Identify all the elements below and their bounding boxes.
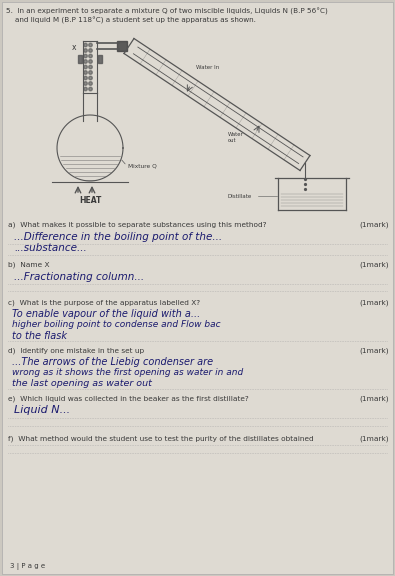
Circle shape [84,49,87,52]
Circle shape [89,43,92,47]
Text: wrong as it shows the first opening as water in and: wrong as it shows the first opening as w… [12,368,243,377]
Text: (1mark): (1mark) [359,347,389,354]
Text: ...The arrows of the Liebig condenser are: ...The arrows of the Liebig condenser ar… [12,357,213,367]
Bar [117,41,127,51]
Circle shape [89,71,92,74]
Text: ...Fractionating column...: ...Fractionating column... [14,272,144,282]
Text: to the flask: to the flask [12,331,67,341]
Text: ...Difference in the boiling point of the...: ...Difference in the boiling point of th… [14,232,222,242]
Circle shape [84,43,87,47]
Circle shape [84,76,87,80]
Text: b)  Name X: b) Name X [8,262,49,268]
Text: Liquid N...: Liquid N... [14,405,70,415]
Bar [98,55,102,63]
Text: d)  Identify one mistake in the set up: d) Identify one mistake in the set up [8,347,144,354]
Text: e)  Which liquid was collected in the beaker as the first distillate?: e) Which liquid was collected in the bea… [8,395,249,401]
Text: higher boiling point to condense and Flow bac: higher boiling point to condense and Flo… [12,320,221,329]
Text: a)  What makes it possible to separate substances using this method?: a) What makes it possible to separate su… [8,222,267,229]
Text: 3 | P a g e: 3 | P a g e [10,563,45,570]
Text: Distillate: Distillate [228,194,252,199]
Circle shape [89,82,92,85]
Text: f)  What method would the student use to test the purity of the distillates obta: f) What method would the student use to … [8,435,314,441]
Circle shape [89,60,92,63]
Circle shape [84,60,87,63]
Circle shape [84,54,87,58]
Text: c)  What is the purpose of the apparatus labelled X?: c) What is the purpose of the apparatus … [8,299,200,305]
Text: (1mark): (1mark) [359,222,389,229]
Circle shape [84,82,87,85]
Circle shape [84,65,87,69]
Circle shape [84,71,87,74]
Text: HEAT: HEAT [79,196,101,205]
Text: Water
out: Water out [228,132,243,143]
Circle shape [89,54,92,58]
Text: Water In: Water In [196,65,219,70]
Circle shape [89,49,92,52]
Circle shape [89,65,92,69]
Text: and liquid M (B.P 118°C) a student set up the apparatus as shown.: and liquid M (B.P 118°C) a student set u… [6,17,256,24]
Text: the last opening as water out: the last opening as water out [12,379,152,388]
Text: ...substance...: ...substance... [14,243,87,253]
Text: x: x [72,43,77,52]
Text: Mixture Q: Mixture Q [128,164,157,169]
Text: To enable vapour of the liquid with a...: To enable vapour of the liquid with a... [12,309,200,319]
Circle shape [84,87,87,91]
Text: (1mark): (1mark) [359,435,389,441]
Text: 5.  In an experiment to separate a mixture Q of two miscible liquids, Liquids N : 5. In an experiment to separate a mixtur… [6,8,328,15]
Text: (1mark): (1mark) [359,299,389,305]
Bar [78,55,82,63]
Text: (1mark): (1mark) [359,262,389,268]
Circle shape [89,87,92,91]
Text: (1mark): (1mark) [359,395,389,401]
Circle shape [89,76,92,80]
